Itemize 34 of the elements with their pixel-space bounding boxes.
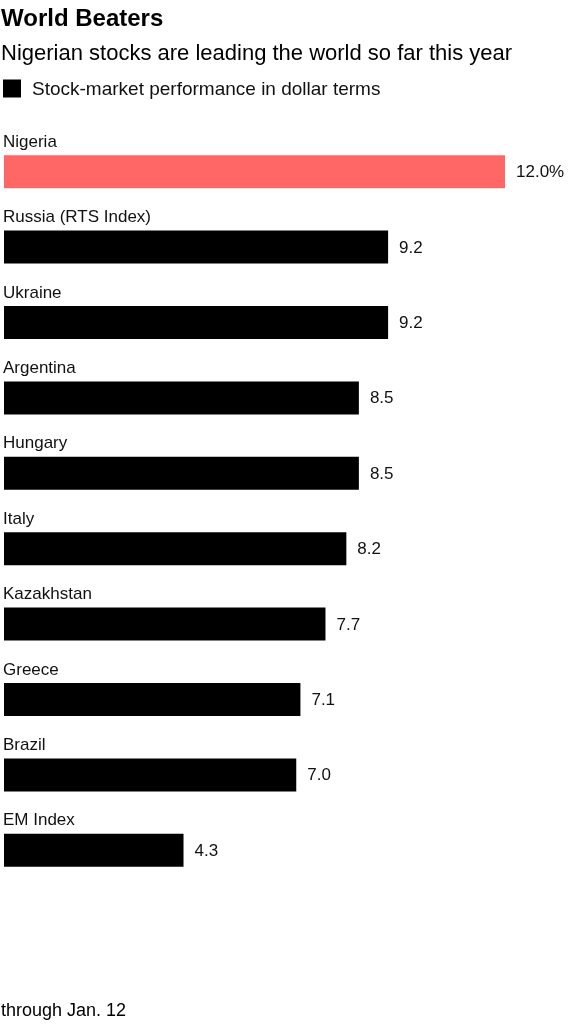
bar	[4, 381, 359, 415]
data-label: 9.2	[399, 313, 423, 332]
bar	[4, 833, 184, 867]
y-tick-label: Hungary	[3, 433, 68, 453]
y-tick-label: Ukraine	[3, 282, 62, 302]
bar	[4, 532, 347, 566]
data-label: 8.2	[357, 539, 381, 559]
text: through Jan. 12	[1, 1000, 127, 1020]
y-tick-label: Greece	[3, 659, 59, 679]
data-label: 7.7	[336, 614, 361, 634]
y-tick-label: Italy	[3, 508, 35, 528]
data-label: 7.1	[311, 690, 336, 709]
bar	[4, 306, 389, 339]
bar	[4, 155, 505, 189]
data-label: 7.0	[307, 765, 331, 785]
data-label: 4.3	[194, 840, 219, 860]
bar	[4, 456, 359, 490]
y-tick-label: Brazil	[3, 734, 46, 754]
data-label: 12.0%	[516, 162, 565, 182]
y-tick-label: Nigeria	[3, 131, 58, 151]
bar	[4, 230, 389, 264]
y-tick-label: Kazakhstan	[3, 584, 92, 604]
y-tick-label: Argentina	[3, 357, 77, 377]
data-label: 8.5	[369, 463, 394, 483]
bar	[4, 683, 301, 716]
data-label: 8.5	[369, 388, 394, 408]
chart-title: World Beaters	[1, 3, 164, 31]
bar	[4, 607, 326, 641]
y-tick-label: Russia (RTS Index)	[3, 207, 152, 227]
legend-label: Stock-market performance in dollar terms	[32, 78, 381, 99]
chart-subtitle: Nigerian stocks are leading the world so far this year	[1, 39, 513, 65]
data-label: 9.2	[399, 237, 423, 257]
y-tick-label: EM Index	[3, 810, 76, 830]
bar	[4, 758, 297, 792]
